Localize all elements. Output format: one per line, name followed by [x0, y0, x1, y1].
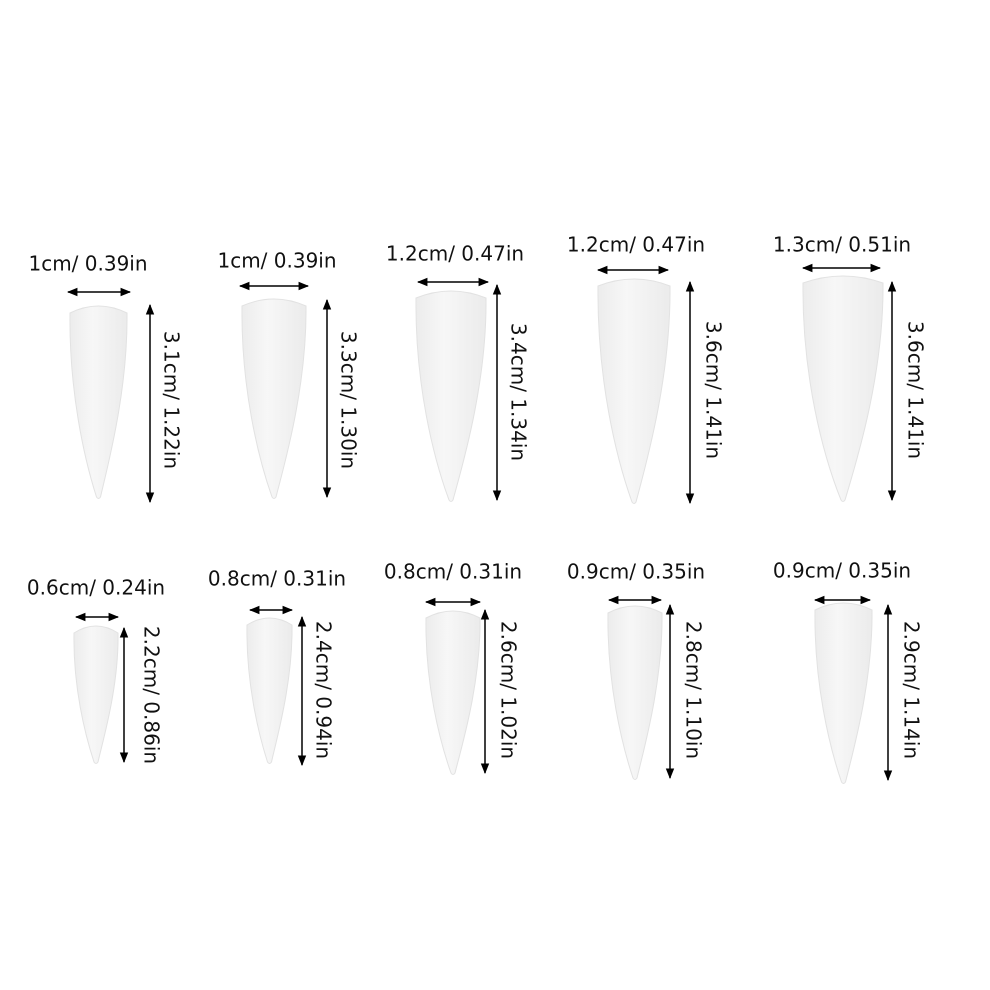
nail-item: 1cm/ 0.39in 3.1cm/ 1.22in: [28, 252, 184, 504]
length-label: 3.6cm/ 1.41in: [702, 321, 726, 459]
nail-tip: [802, 275, 884, 502]
width-label: 1cm/ 0.39in: [217, 249, 336, 273]
nail-tip: [415, 290, 487, 502]
length-label: 2.6cm/ 1.02in: [497, 621, 521, 759]
width-label: 1.3cm/ 0.51in: [773, 233, 911, 257]
nail-tip: [246, 617, 293, 764]
nail-tip: [69, 305, 128, 499]
nail-tip: [814, 602, 873, 784]
nail-item: 0.9cm/ 0.35in 2.9cm/ 1.14in: [773, 559, 924, 784]
nail-item: 0.8cm/ 0.31in 2.4cm/ 0.94in: [208, 567, 346, 767]
length-label: 2.9cm/ 1.14in: [900, 621, 924, 759]
nail-tip: [607, 605, 663, 780]
width-label: 0.9cm/ 0.35in: [567, 560, 705, 584]
length-label: 3.6cm/ 1.41in: [904, 321, 928, 459]
nail-item: 1.3cm/ 0.51in 3.6cm/ 1.41in: [773, 233, 928, 502]
nail-item: 0.9cm/ 0.35in 2.8cm/ 1.10in: [567, 560, 706, 780]
nail-item: 0.6cm/ 0.24in 2.2cm/ 0.86in: [27, 576, 165, 765]
length-label: 3.1cm/ 1.22in: [160, 331, 184, 469]
width-label: 0.8cm/ 0.31in: [208, 567, 346, 591]
length-label: 2.4cm/ 0.94in: [312, 621, 336, 759]
nail-tip: [597, 278, 671, 504]
width-label: 0.6cm/ 0.24in: [27, 576, 165, 600]
nail-item: 1cm/ 0.39in 3.3cm/ 1.30in: [217, 249, 361, 499]
width-label: 1cm/ 0.39in: [28, 252, 147, 276]
nail-tip: [241, 298, 307, 499]
width-label: 0.9cm/ 0.35in: [773, 559, 911, 583]
width-label: 1.2cm/ 0.47in: [567, 233, 705, 257]
length-label: 2.8cm/ 1.10in: [682, 621, 706, 759]
nail-tip: [425, 610, 481, 775]
nail-item: 0.8cm/ 0.31in 2.6cm/ 1.02in: [384, 560, 522, 775]
nail-item: 1.2cm/ 0.47in 3.6cm/ 1.41in: [567, 233, 726, 505]
nail-item: 1.2cm/ 0.47in 3.4cm/ 1.34in: [386, 242, 531, 502]
width-label: 0.8cm/ 0.31in: [384, 560, 522, 584]
nail-tip: [73, 625, 119, 764]
length-label: 2.2cm/ 0.86in: [140, 626, 164, 764]
width-label: 1.2cm/ 0.47in: [386, 242, 524, 266]
length-label: 3.3cm/ 1.30in: [337, 331, 361, 469]
length-label: 3.4cm/ 1.34in: [507, 323, 531, 461]
